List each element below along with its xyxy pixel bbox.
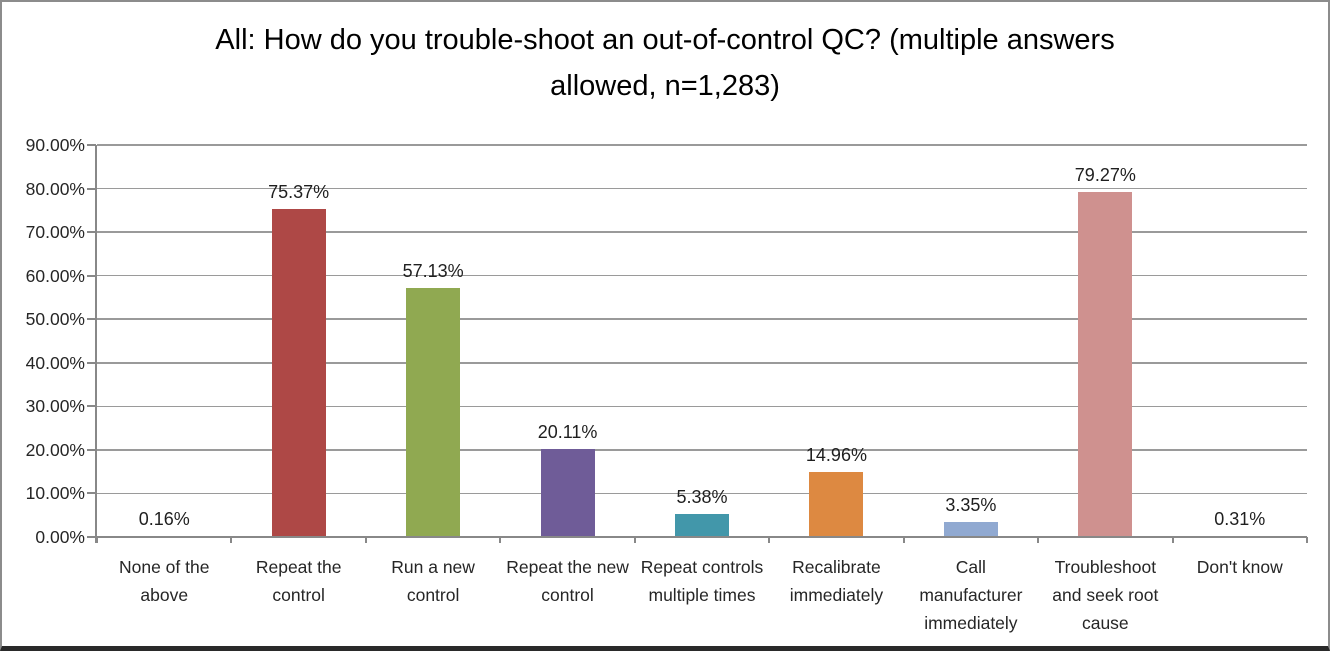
chart-title: All: How do you trouble-shoot an out-of-… xyxy=(2,17,1328,109)
bar xyxy=(271,208,326,537)
x-axis-line xyxy=(97,535,1307,538)
y-axis-tick xyxy=(87,448,96,451)
x-axis-label: None of the above xyxy=(89,553,239,609)
x-axis-tick xyxy=(230,537,233,543)
x-axis-label-line: Call xyxy=(955,557,986,577)
bar xyxy=(406,288,461,537)
y-axis-label: 60.00% xyxy=(25,265,85,286)
x-axis-label-line: immediately xyxy=(924,613,1018,633)
y-axis-label: 70.00% xyxy=(25,222,85,243)
y-axis-tick xyxy=(87,318,96,321)
y-axis-tick xyxy=(87,231,96,234)
y-axis-line xyxy=(95,145,97,543)
x-axis-label-line: control xyxy=(272,585,325,605)
gridline xyxy=(97,144,1307,146)
x-axis-tick xyxy=(96,537,98,543)
x-axis-tick xyxy=(902,537,905,543)
y-axis-tick xyxy=(87,405,96,408)
x-axis-label: Troubleshoot and seek root cause xyxy=(1030,553,1180,637)
x-axis-label-line: Recalibrate xyxy=(792,557,881,577)
bar xyxy=(809,471,864,537)
x-axis-tick xyxy=(633,537,636,543)
x-axis-label: Repeat controls multiple times xyxy=(627,553,777,609)
x-axis-label-line: Repeat the new xyxy=(506,557,629,577)
x-axis-label-line: control xyxy=(541,585,594,605)
y-axis-label: 10.00% xyxy=(25,483,85,504)
y-axis-tick xyxy=(87,536,96,538)
bar-value-label: 79.27% xyxy=(1074,164,1136,185)
y-axis-tick xyxy=(87,187,96,190)
x-axis-label: Don't know xyxy=(1165,553,1315,581)
bar-value-label: 20.11% xyxy=(537,422,598,443)
gridline xyxy=(97,405,1307,408)
x-axis-label-line: cause xyxy=(1081,613,1129,633)
y-axis-label: 80.00% xyxy=(25,178,85,199)
gridline xyxy=(97,187,1307,190)
y-axis-label: 40.00% xyxy=(25,352,85,373)
bar-value-label: 57.13% xyxy=(402,261,464,282)
bar-value-label: 3.35% xyxy=(945,495,997,516)
x-axis-label-line: control xyxy=(406,585,460,605)
gridline xyxy=(97,492,1307,495)
y-axis-label: 50.00% xyxy=(25,309,85,330)
y-axis-label: 0.00% xyxy=(35,527,85,547)
x-axis-label-line: above xyxy=(140,585,189,605)
gridline xyxy=(97,231,1307,233)
bar xyxy=(675,513,729,537)
gridline xyxy=(97,318,1307,320)
x-axis-tick xyxy=(768,537,771,543)
x-axis-label-line: manufacturer xyxy=(919,585,1023,605)
x-axis-label: Call manufacturer immediately xyxy=(896,553,1046,637)
x-axis-label: Repeat the new control xyxy=(493,553,643,609)
bar-value-label: 0.31% xyxy=(1214,508,1266,529)
y-axis-label: 90.00% xyxy=(25,135,85,155)
x-axis-label: Repeat the control xyxy=(224,553,374,609)
y-axis-tick xyxy=(87,274,96,277)
bar xyxy=(1078,191,1133,537)
y-axis-label: 20.00% xyxy=(25,439,85,460)
bar-value-label: 75.37% xyxy=(268,181,330,202)
x-axis-label-line: and seek root xyxy=(1052,585,1159,605)
x-axis-tick xyxy=(499,537,502,543)
x-axis-tick xyxy=(1306,537,1308,543)
gridline xyxy=(97,274,1307,277)
y-axis-label: 30.00% xyxy=(25,396,85,417)
x-axis-label: Recalibrate immediately xyxy=(761,553,911,609)
x-axis-tick xyxy=(364,537,367,543)
gridline xyxy=(97,362,1307,364)
y-axis-tick xyxy=(87,144,96,146)
y-axis-tick xyxy=(87,361,96,364)
x-axis-label-line: Don't know xyxy=(1196,557,1283,577)
x-axis-label-line: None of the xyxy=(118,557,210,577)
plot-area: 0.00% 10.00% 20.00% 30.00% 40.00% 50.00% 60.00… xyxy=(26,135,1308,633)
x-axis-label-line: Repeat controls xyxy=(640,557,764,577)
bar xyxy=(943,522,998,537)
x-axis-tick xyxy=(1037,537,1040,543)
x-axis-label-line: multiple times xyxy=(648,585,756,605)
chart-title-text: All: How do you trouble-shoot an out-of-… xyxy=(215,24,1115,102)
x-axis-label-line: Run a new xyxy=(391,557,475,577)
bar-value-label: 0.16% xyxy=(138,509,190,530)
x-axis-label-line: Repeat the xyxy=(255,557,342,577)
x-axis-label-line: Troubleshoot xyxy=(1054,557,1157,577)
x-axis-label-line: immediately xyxy=(789,585,884,605)
y-axis-tick xyxy=(87,492,96,495)
x-axis-label: Run a new control xyxy=(358,553,508,609)
gridline xyxy=(97,449,1307,451)
x-axis-tick xyxy=(1171,537,1174,543)
bar-value-label: 5.38% xyxy=(676,486,728,507)
bar xyxy=(540,449,595,537)
bar-value-label: 14.96% xyxy=(805,444,867,465)
